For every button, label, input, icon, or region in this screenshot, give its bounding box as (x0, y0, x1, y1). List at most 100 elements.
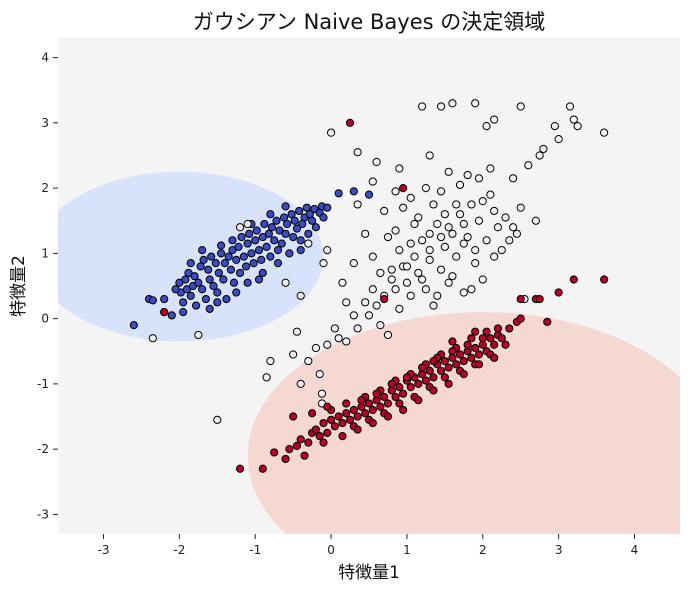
point-red (395, 383, 404, 392)
point-white (406, 239, 415, 248)
point-blue (281, 229, 290, 238)
point-blue (319, 213, 328, 222)
point-white (402, 278, 412, 287)
point-blue (249, 259, 258, 268)
point-red (361, 409, 370, 418)
point-red (421, 376, 430, 385)
point-red (463, 340, 472, 349)
point-white (317, 389, 327, 398)
point-white (486, 190, 495, 199)
point-blue (267, 223, 277, 232)
point-white (342, 337, 351, 346)
point-blue (207, 252, 216, 261)
chart-title: ガウシアン Naive Bayes の決定領域 (193, 10, 546, 34)
y-tick-label: -1 (37, 377, 49, 391)
point-white (194, 330, 203, 340)
point-blue (171, 285, 180, 294)
x-axis: -3 -2 -1 0 1 2 3 4 (98, 534, 639, 557)
point-red (414, 396, 423, 405)
point-blue (201, 294, 211, 304)
point-white (292, 327, 302, 336)
point-white (391, 226, 400, 235)
point-white (319, 259, 328, 268)
point-red (315, 432, 324, 441)
point-blue (214, 268, 223, 278)
point-red (501, 340, 510, 349)
point-blue (290, 216, 299, 225)
point-red (292, 441, 302, 450)
point-red (349, 405, 358, 415)
point-red (482, 327, 491, 336)
point-blue (311, 223, 321, 232)
point-white (524, 161, 533, 170)
point-red (338, 432, 347, 441)
point-white (326, 128, 336, 137)
point-blue (211, 259, 220, 268)
point-red (554, 288, 563, 297)
point-white (342, 298, 351, 307)
point-red (467, 353, 476, 362)
point-red (474, 360, 484, 369)
point-white (440, 242, 449, 251)
point-red (448, 347, 457, 356)
point-red (323, 402, 332, 411)
x-tick-label: 3 (555, 543, 563, 557)
point-red (490, 353, 499, 362)
point-white (425, 246, 434, 255)
point-blue (228, 236, 237, 245)
point-red (330, 422, 339, 431)
x-tick-label: 1 (403, 543, 411, 557)
point-white (436, 232, 446, 242)
point-white (490, 252, 499, 261)
point-blue (266, 252, 275, 261)
point-white (550, 122, 559, 131)
point-white (235, 223, 245, 232)
point-red (308, 409, 317, 418)
point-white (448, 99, 457, 108)
point-white (436, 265, 446, 274)
point-white (433, 219, 442, 229)
point-white (478, 197, 487, 206)
point-blue (220, 259, 229, 268)
x-tick-label: 4 (631, 543, 639, 557)
point-red (345, 415, 355, 424)
point-red (395, 399, 404, 408)
point-blue (232, 288, 241, 297)
point-white (410, 219, 419, 229)
point-white (417, 275, 427, 284)
point-white (395, 164, 404, 173)
point-blue (198, 246, 207, 255)
point-red (425, 366, 434, 375)
point-white (471, 246, 480, 255)
point-white (448, 229, 457, 238)
point-blue (292, 224, 302, 233)
point-red (323, 428, 332, 437)
y-axis: -3 -2 -1 0 1 2 3 4 (37, 51, 58, 521)
point-red (440, 373, 449, 382)
point-white (289, 350, 298, 359)
point-white (406, 193, 415, 202)
point-red (490, 340, 499, 349)
point-white (372, 157, 381, 167)
point-white (387, 265, 396, 274)
point-white (399, 203, 408, 212)
point-red (357, 396, 366, 405)
point-blue (364, 190, 374, 199)
point-blue (224, 252, 233, 261)
point-blue (194, 278, 203, 287)
point-red (289, 412, 298, 421)
point-white (493, 223, 503, 232)
point-white (364, 311, 374, 320)
point-white (349, 259, 358, 268)
point-red (455, 350, 465, 359)
point-red (353, 412, 362, 421)
y-tick-label: 1 (41, 246, 49, 260)
point-white (455, 180, 465, 189)
point-blue (254, 275, 264, 284)
point-white (380, 206, 389, 216)
point-white (482, 236, 491, 245)
point-blue (191, 301, 201, 310)
point-white (368, 252, 377, 261)
point-white (455, 210, 465, 219)
point-white (565, 102, 575, 111)
